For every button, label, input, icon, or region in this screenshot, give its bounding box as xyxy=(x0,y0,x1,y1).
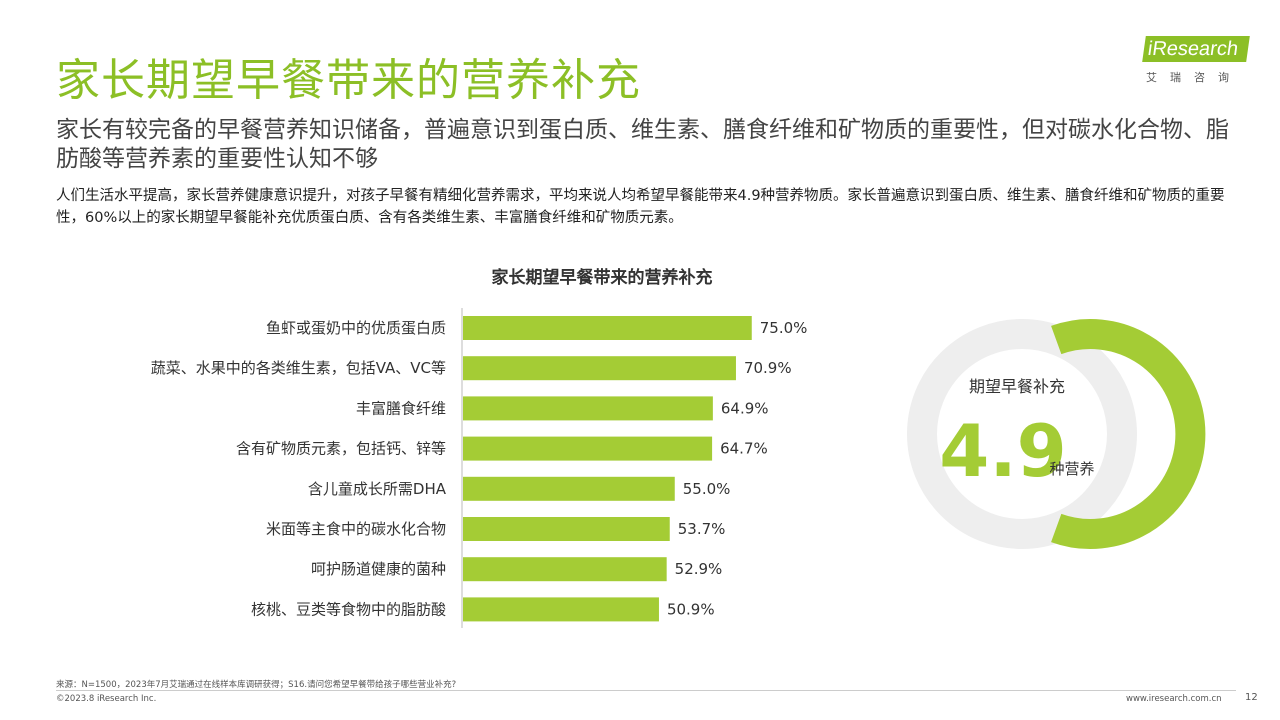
footer-source: 来源：N=1500，2023年7月艾瑞通过在线样本库调研获得；S16.请问您希望… xyxy=(56,680,457,690)
value-label-6: 52.9% xyxy=(675,560,723,578)
bar-1 xyxy=(463,356,736,381)
kpi-label: 期望早餐补充 xyxy=(969,377,1065,396)
category-label-6: 呵护肠道健康的菌种 xyxy=(311,560,446,578)
chart-title: 家长期望早餐带来的营养补充 xyxy=(492,267,713,288)
bar-group: 鱼虾或蛋奶中的优质蛋白质 75.0% 蔬菜、水果中的各类维生素，包括VA、VC等 70… xyxy=(151,316,808,622)
kpi-value: 4.9 xyxy=(939,409,1067,493)
category-label-1: 蔬菜、水果中的各类维生素，包括VA、VC等 xyxy=(151,359,446,377)
value-label-2: 64.9% xyxy=(721,399,769,417)
footer-divider xyxy=(56,690,1236,691)
page-subtitle: 家长有较完备的早餐营养知识储备，普遍意识到蛋白质、维生素、膳食纤维和矿物质的重要… xyxy=(56,117,1229,172)
value-label-0: 75.0% xyxy=(760,319,808,337)
value-label-5: 53.7% xyxy=(678,520,726,538)
value-label-3: 64.7% xyxy=(720,440,768,458)
category-label-3: 含有矿物质元素，包括钙、锌等 xyxy=(236,440,446,458)
logo-subtitle: 艾瑞咨询 xyxy=(1146,71,1242,84)
value-label-4: 55.0% xyxy=(683,480,731,498)
page-number: 12 xyxy=(1245,692,1258,703)
footer-url: www.iresearch.com.cn xyxy=(1126,694,1222,704)
category-label-0: 鱼虾或蛋奶中的优质蛋白质 xyxy=(266,319,446,337)
category-label-4: 含儿童成长所需DHA xyxy=(308,480,447,498)
category-label-7: 核桃、豆类等食物中的脂肪酸 xyxy=(251,600,446,618)
kpi-ring-track xyxy=(907,319,1137,549)
bar-3 xyxy=(463,436,713,461)
category-label-5: 米面等主食中的碳水化合物 xyxy=(266,520,446,538)
kpi-unit: 种营养 xyxy=(1049,460,1094,478)
page-description: 人们生活水平提高，家长营养健康意识提升，对孩子早餐有精细化营养需求，平均来说人均… xyxy=(56,188,1225,226)
bar-6 xyxy=(463,557,667,582)
kpi-ring-progress xyxy=(1051,319,1206,549)
bar-0 xyxy=(463,316,752,340)
iresearch-logo: iResearch 艾瑞咨询 xyxy=(1140,34,1255,90)
footer-copyright: ©2023.8 iResearch Inc. xyxy=(56,694,157,704)
bar-2 xyxy=(463,396,713,421)
value-label-7: 50.9% xyxy=(667,600,715,618)
category-label-2: 丰富膳食纤维 xyxy=(356,399,446,417)
bar-4 xyxy=(463,476,675,501)
page-title: 家长期望早餐带来的营养补充 xyxy=(56,55,641,106)
value-label-1: 70.9% xyxy=(744,359,792,377)
bar-5 xyxy=(463,517,670,541)
kpi-donut: 期望早餐补充 4.9 种营养 xyxy=(907,319,1206,549)
bar-7 xyxy=(463,597,659,622)
